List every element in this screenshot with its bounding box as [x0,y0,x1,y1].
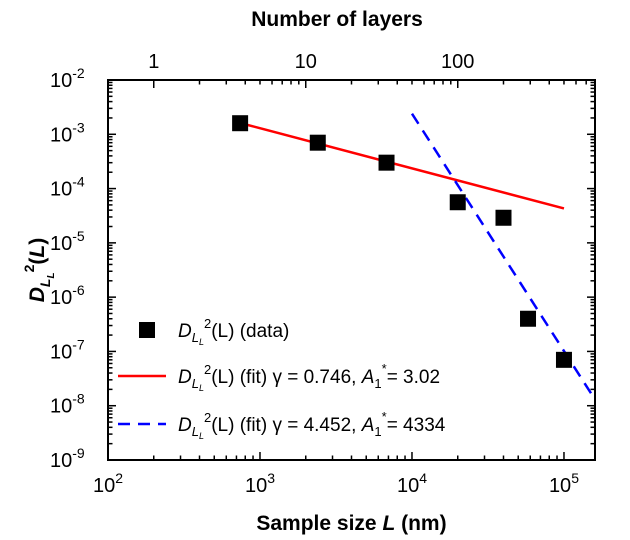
x-tick-label: 103 [245,470,275,497]
x-tick-label: 102 [93,470,123,497]
fit-line-red [237,121,565,210]
x-tick-label: 104 [397,470,427,497]
plot-frame [107,79,596,461]
plot-series [232,112,595,401]
y-tick-label: 10-5 [50,228,85,255]
y-tick-label: 10-3 [50,119,85,146]
legend-marker-data [139,322,155,338]
y-tick-label: 10-7 [50,336,85,363]
y-tick-label: 10-2 [50,65,85,92]
data-point [495,209,512,226]
legend-label: DLL2(L) (fit) γ = 0.746, A1*= 3.02 [178,361,440,393]
legend-label: DLL2(L) (fit) γ = 4.452, A1*= 4334 [178,409,446,441]
data-point [232,115,249,132]
y-tick-label: 10-4 [50,174,85,201]
y-tick-label: 10-8 [50,391,85,418]
y-tick-label: 10-9 [50,445,85,472]
data-point [449,194,466,211]
top-axis-title: Number of layers [251,8,423,31]
top-tick-label: 10 [295,51,317,73]
legend-label: DLL2(L) (data) [178,316,289,347]
legend: DLL2(L) (data) DLL2(L) (fit) γ = 0.746, A… [118,316,446,441]
top-tick-label: 100 [441,51,474,73]
data-point [309,134,326,151]
y-axis-title: DLL2(L) [21,238,57,302]
data-point [520,310,537,327]
x-tick-label: 105 [549,470,579,497]
axes: 102 103 104 105 10-9 10-8 10-7 10-6 10-5 10-4 10-3… [21,51,596,535]
data-point [378,154,395,171]
data-point [555,351,572,368]
x-axis-title: Sample size L (nm) [256,512,446,535]
y-tick-label: 10-6 [50,282,85,309]
top-tick-label: 1 [148,51,159,73]
